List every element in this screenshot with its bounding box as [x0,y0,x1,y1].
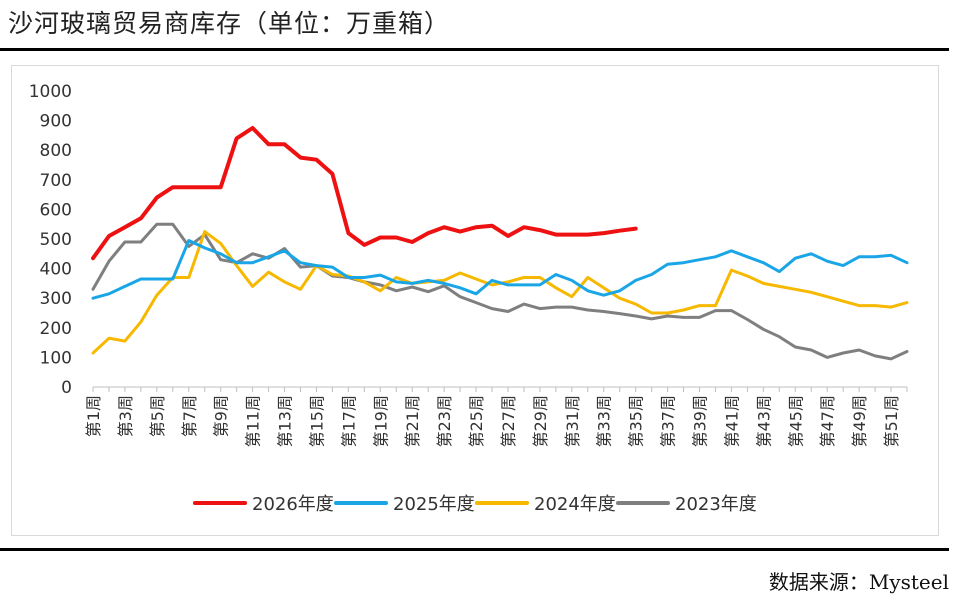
x-tick-label: 第51周 [882,395,901,447]
x-tick-label: 第37周 [659,395,678,447]
y-tick-label: 300 [40,289,72,309]
x-tick-label: 第33周 [595,395,614,447]
x-tick-label: 第45周 [786,395,805,447]
x-tick-label: 第23周 [435,395,454,447]
bottom-rule [0,548,949,551]
chart-title: 沙河玻璃贸易商库存（单位：万重箱） [8,9,451,38]
legend-label: 2024年度 [534,494,616,515]
x-tick-label: 第39周 [691,395,710,447]
x-tick-label: 第9周 [212,395,231,437]
x-tick-label: 第43周 [754,395,773,447]
x-tick-label: 第35周 [627,395,646,447]
x-tick-label: 第47周 [818,395,837,447]
y-tick-label: 700 [40,171,72,191]
y-tick-label: 900 [40,112,72,132]
x-tick-label: 第49周 [850,395,869,447]
x-tick-label: 第3周 [116,395,135,437]
y-tick-label: 200 [40,319,72,339]
x-tick-label: 第25周 [467,395,486,447]
y-tick-label: 1000 [29,82,72,102]
data-source: 数据来源：Mysteel [768,570,949,594]
x-tick-label: 第5周 [148,395,167,437]
legend-label: 2025年度 [393,494,475,515]
chart-area: 0 100 200 300 400 500 600 700 800 900 1000 第1周 第3周 第5… [11,65,939,536]
legend-label: 2026年度 [252,494,334,515]
x-tick-label: 第21周 [403,395,422,447]
y-tick-label: 800 [40,141,72,161]
y-tick-label: 400 [40,260,72,280]
top-rule [0,48,949,51]
x-tick-label: 第31周 [563,395,582,447]
y-tick-label: 500 [40,230,72,250]
x-tick-label: 第29周 [531,395,550,447]
x-tick-label: 第11周 [244,395,263,447]
y-tick-label: 0 [61,378,72,398]
legend: 2026年度 2025年度 2024年度 2023年度 [193,494,757,515]
series-lines [91,126,909,361]
x-tick-label: 第7周 [180,395,199,437]
y-tick-label: 100 [40,348,72,368]
x-tick-label: 第19周 [371,395,390,447]
series-line-2026年度 [91,126,638,261]
legend-label: 2023年度 [675,494,757,515]
x-tick-label: 第15周 [307,395,326,447]
x-tick-label: 第17周 [339,395,358,447]
series-line-2023年度 [91,222,909,361]
x-tick-label: 第41周 [722,395,741,447]
series-line-2025年度 [91,239,909,300]
x-tick-label: 第27周 [499,395,518,447]
y-tick-label: 600 [40,200,72,220]
x-tick-label: 第1周 [84,395,103,437]
x-tick-label: 第13周 [276,395,295,447]
